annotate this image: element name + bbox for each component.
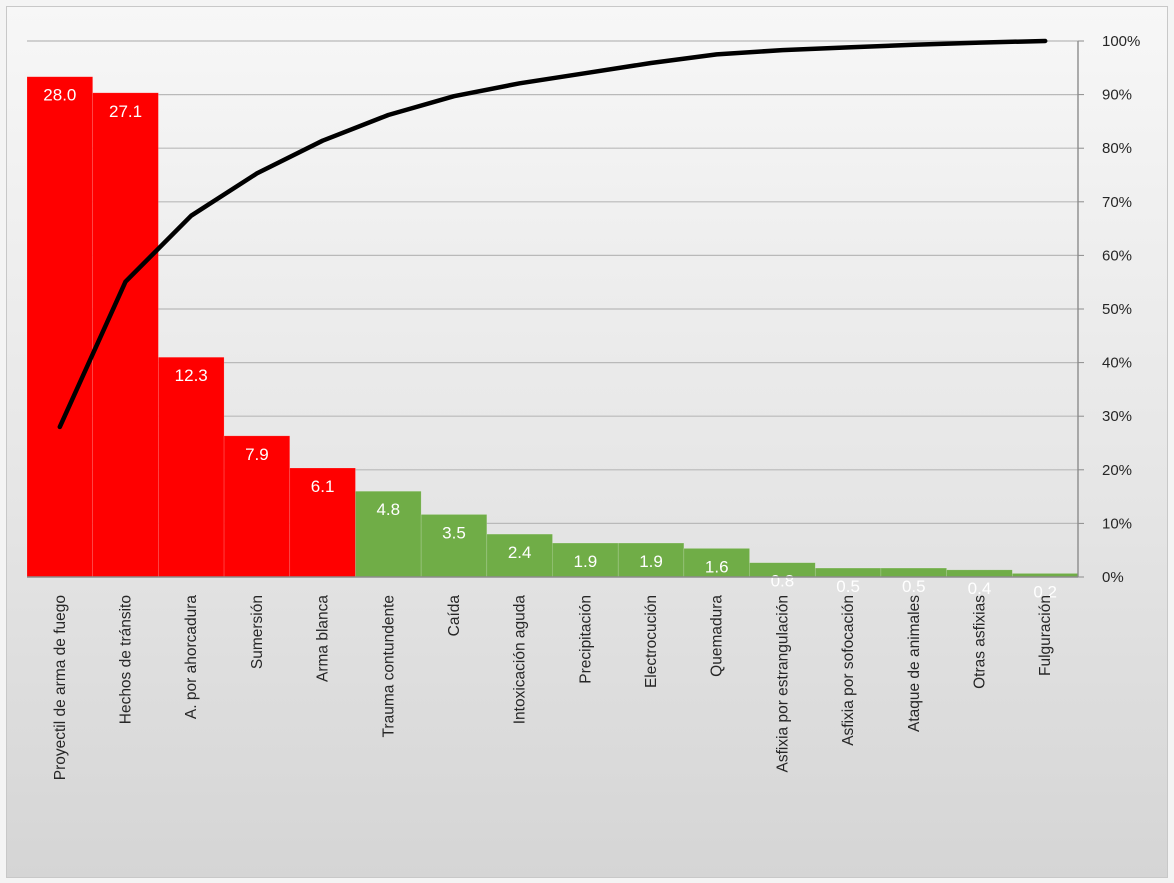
bar	[26, 76, 93, 578]
bar	[92, 92, 159, 578]
bar-data-label: 7.9	[245, 445, 269, 464]
bar-data-label: 0.8	[771, 572, 795, 591]
bar-data-label: 1.9	[574, 552, 598, 571]
category-label: Hechos de tránsito	[118, 595, 135, 724]
y2-tick-label: 90%	[1102, 87, 1132, 104]
bar-data-label: 27.1	[109, 102, 142, 121]
category-label: Otras asfixias	[972, 595, 989, 689]
y2-tick-label: 70%	[1102, 194, 1132, 211]
bar	[420, 514, 488, 578]
bar	[814, 567, 882, 578]
chart-canvas: 28.0 27.1 12.3 7.9 6.1 4.8 3.5 2.4 1.9 1.9 1.6 0.8 0…	[26, 33, 1140, 781]
y2-tick-label: 30%	[1102, 408, 1132, 425]
right-axis-ticks: 0% 10% 20% 30% 40% 50% 60% 70% 80% 90% 100%	[1078, 33, 1140, 586]
bar	[158, 356, 225, 578]
y2-tick-label: 10%	[1102, 515, 1132, 532]
bar-data-label: 4.8	[376, 500, 400, 519]
cumulative-line	[57, 38, 1048, 430]
category-labels: Proyectil de arma de fuego Hechos de trán…	[52, 595, 1054, 781]
bar	[486, 533, 553, 578]
bar	[223, 435, 291, 578]
bar-data-label: 3.5	[442, 523, 466, 542]
bar	[880, 567, 947, 578]
y2-tick-label: 0%	[1102, 569, 1124, 586]
category-label: Intoxicación aguda	[512, 595, 529, 725]
cumulative-line-layer	[57, 38, 1048, 430]
bar-data-label: 0.2	[1033, 582, 1057, 601]
bar-data-label: 28.0	[43, 86, 76, 105]
pareto-chart: 28.0 27.1 12.3 7.9 6.1 4.8 3.5 2.4 1.9 1.9 1.6 0.8 0…	[6, 6, 1168, 878]
category-label: Asfixia por sofocación	[840, 595, 857, 746]
category-label: Proyectil de arma de fuego	[52, 595, 69, 780]
bar	[552, 542, 619, 578]
bar-data-label: 0.5	[836, 577, 860, 596]
bar	[617, 542, 685, 578]
category-label: Arma blanca	[315, 595, 332, 682]
category-label: A. por ahorcadura	[183, 595, 200, 719]
bar-data-label: 1.9	[639, 552, 663, 571]
y2-tick-label: 40%	[1102, 355, 1132, 372]
bar-data-label: 2.4	[508, 543, 532, 562]
y2-tick-label: 20%	[1102, 462, 1132, 479]
category-label: Ataque de animales	[906, 595, 923, 732]
y2-tick-label: 60%	[1102, 247, 1132, 264]
bar-data-label: 12.3	[175, 366, 208, 385]
bar	[946, 569, 1013, 578]
category-label: Precipitación	[577, 595, 594, 684]
bar-data-label: 0.5	[902, 577, 926, 596]
category-label: Quemadura	[709, 595, 726, 677]
bar	[355, 490, 422, 578]
y2-tick-label: 80%	[1102, 140, 1132, 157]
bar-data-label: 1.6	[705, 557, 729, 576]
bars	[26, 76, 1079, 578]
bar-data-label: 6.1	[311, 477, 335, 496]
bar-data-label: 0.4	[968, 579, 992, 598]
category-label: Caída	[446, 595, 463, 637]
bar	[683, 548, 750, 578]
category-label: Asfixia por estrangulación	[774, 595, 791, 773]
y2-tick-label: 50%	[1102, 301, 1132, 318]
y2-tick-label: 100%	[1102, 33, 1140, 50]
category-label: Electrocución	[643, 595, 660, 688]
category-label: Trauma contundente	[380, 595, 397, 737]
category-label: Fulguración	[1037, 595, 1054, 676]
category-label: Sumersión	[249, 595, 266, 669]
